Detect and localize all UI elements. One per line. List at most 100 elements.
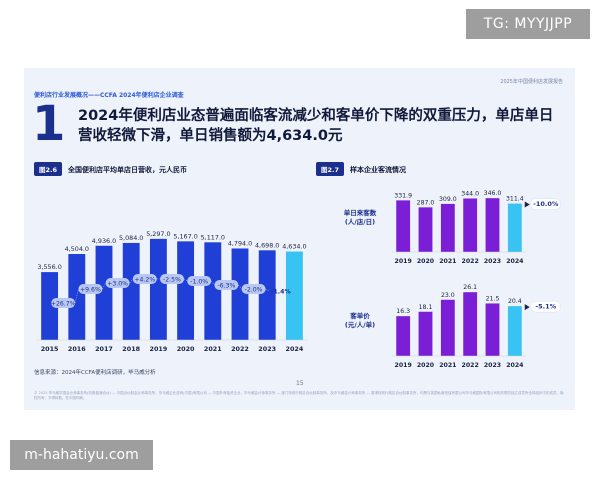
growth-label-6: -6.3%: [217, 283, 235, 290]
growth-label-3: +4.2%: [134, 277, 155, 284]
revenue-bar-2019: [149, 238, 167, 340]
series-1-year-2022: 2022: [462, 362, 479, 369]
growth-pill-3: [132, 274, 157, 284]
fig-2-6-caption: 全国便利店平均单店日营收，元人民币: [68, 166, 188, 174]
series-0-year-2023: 2023: [484, 258, 501, 265]
growth-pill-4: [160, 274, 184, 284]
series-1-year-2023: 2023: [484, 362, 501, 369]
revenue-year-label-2017: 2017: [95, 345, 113, 353]
revenue-year-label-2022: 2022: [231, 345, 249, 353]
traffic-bar-charts: 单日来客数(人/店/日) 331.9 2019 287.0 2020 309.0 2021 3…: [344, 190, 562, 369]
series-1-value-2020: 18.1: [419, 304, 433, 311]
growth-label-0: +26.7%: [51, 301, 76, 308]
fig-2-7-title: 图2.7 样本企业客流情况: [316, 162, 406, 176]
series-0-change-label: -10.0%: [533, 200, 559, 208]
revenue-value-label-2021: 5,117.0: [201, 233, 225, 241]
revenue-value-label-2019: 5,297.0: [146, 230, 170, 238]
revenue-bar-chart: 3,556.0 2015 4,504.0 2016 4,936.0 2017 5,084.0…: [36, 230, 308, 353]
revenue-value-label-2024: 4,634.0: [282, 243, 306, 251]
growth-connector-5: [210, 280, 215, 286]
growth-pill-7: [241, 284, 266, 294]
section-number: 1: [32, 96, 66, 152]
revenue-bar-2020: [177, 241, 195, 340]
slide-headline: 2024年便利店业态普遍面临客流减少和客单价下降的双重压力，单店单日营收轻微下滑…: [78, 108, 554, 144]
revenue-bar-2023: [258, 250, 276, 340]
series-0-year-2024: 2024: [506, 258, 524, 265]
series-0-value-2023: 346.0: [484, 190, 502, 197]
series-1-value-2023: 21.5: [486, 295, 500, 302]
series-0-value-2021: 309.0: [439, 196, 457, 203]
series-0-bar-2021: [440, 203, 455, 252]
section-kicker: 便利店行业发展概况——CCFA 2024年便利店企业调查: [34, 92, 184, 99]
series-0-bar-2019: [396, 200, 411, 252]
revenue-year-label-2019: 2019: [150, 345, 168, 353]
series-1-change-pill: [530, 300, 562, 313]
series-0-bar-2022: [463, 198, 478, 252]
series-1-value-2022: 26.1: [463, 284, 477, 291]
series-1-value-2019: 16.3: [396, 308, 410, 315]
series-0-change-pill: [530, 198, 562, 210]
series-0-bar-2020: [418, 207, 433, 252]
watermark-top: TG: MYYJJPP: [466, 9, 590, 39]
growth-pill-5: [187, 276, 212, 286]
series-1-year-2020: 2020: [417, 362, 435, 369]
growth-label-4: -2.5%: [163, 277, 181, 284]
series-0-value-2022: 344.0: [461, 190, 479, 197]
series-1-bar-2023: [485, 303, 500, 356]
fig-2-7-tag: 图2.7: [316, 162, 345, 176]
source-note: 信息来源：2024年CCFA便利店调研，毕马威分析: [34, 370, 156, 376]
fig-2-6-tag: 图2.6: [34, 162, 63, 176]
growth-connector-7: [265, 288, 269, 292]
series-1-year-2021: 2021: [439, 362, 456, 369]
series-unit-1: (元/人/单): [345, 320, 375, 329]
revenue-bar-2015: [41, 272, 59, 340]
page-number: 15: [296, 380, 304, 387]
series-0-year-2021: 2021: [439, 258, 456, 265]
series-1-bar-2019: [396, 316, 411, 356]
revenue-bar-2017: [95, 245, 113, 340]
series-0-change-arrow: [524, 201, 530, 208]
series-1-bar-2020: [418, 311, 433, 356]
revenue-value-label-2022: 4,794.0: [228, 239, 252, 247]
series-0-bar-2024: [507, 203, 522, 252]
growth-connector-2: [129, 278, 134, 284]
growth-label-5: -1.0%: [190, 279, 208, 286]
series-label-1: 客单价: [349, 311, 370, 320]
copyright-footnote: © 2025 毕马威华振会计师事务所(特殊普通合伙) — 中国合伙制会计师事务所…: [34, 391, 564, 400]
revenue-value-label-2017: 4,936.0: [92, 237, 116, 245]
revenue-year-label-2016: 2016: [68, 345, 86, 353]
growth-label-1: +9.6%: [80, 287, 101, 294]
growth-label-2: +3.0%: [107, 281, 128, 288]
report-slide: 2025年中国便利店发展报告 便利店行业发展概况——CCFA 2024年便利店企…: [24, 68, 575, 410]
revenue-value-label-2020: 5,167.0: [173, 232, 197, 240]
series-1-change-arrow: [524, 304, 530, 311]
growth-label-8: -1.4%: [271, 289, 291, 296]
revenue-year-label-2021: 2021: [204, 345, 222, 353]
revenue-value-label-2018: 5,084.0: [119, 234, 143, 242]
series-1-value-2024: 20.4: [508, 298, 522, 305]
growth-connector-6: [238, 284, 242, 290]
growth-connector-1: [102, 282, 106, 290]
revenue-value-label-2016: 4,504.0: [65, 245, 89, 253]
series-1-value-2021: 23.0: [441, 292, 455, 299]
series-0-year-2022: 2022: [462, 258, 479, 265]
series-unit-0: (人/店/日): [345, 217, 375, 226]
revenue-year-label-2020: 2020: [177, 345, 195, 353]
fig-2-7-caption: 样本企业客流情况: [350, 166, 407, 174]
growth-connector-4: [183, 278, 188, 282]
series-0-year-2019: 2019: [395, 258, 412, 265]
series-label-0: 单日来客数: [344, 208, 377, 217]
series-0-year-2020: 2020: [417, 258, 435, 265]
report-name: 2025年中国便利店发展报告: [500, 79, 563, 85]
series-0-value-2020: 287.0: [417, 199, 435, 206]
growth-pill-0: [51, 298, 76, 308]
revenue-bar-2024: [285, 251, 303, 340]
revenue-bar-2022: [231, 248, 249, 340]
series-0-bar-2023: [485, 198, 500, 252]
revenue-bar-2018: [122, 242, 140, 340]
revenue-year-label-2015: 2015: [41, 345, 59, 353]
series-0-value-2019: 331.9: [394, 192, 412, 199]
growth-label-7: -2.0%: [245, 287, 263, 294]
revenue-value-label-2015: 3,556.0: [37, 263, 61, 271]
growth-pill-1: [78, 284, 103, 294]
